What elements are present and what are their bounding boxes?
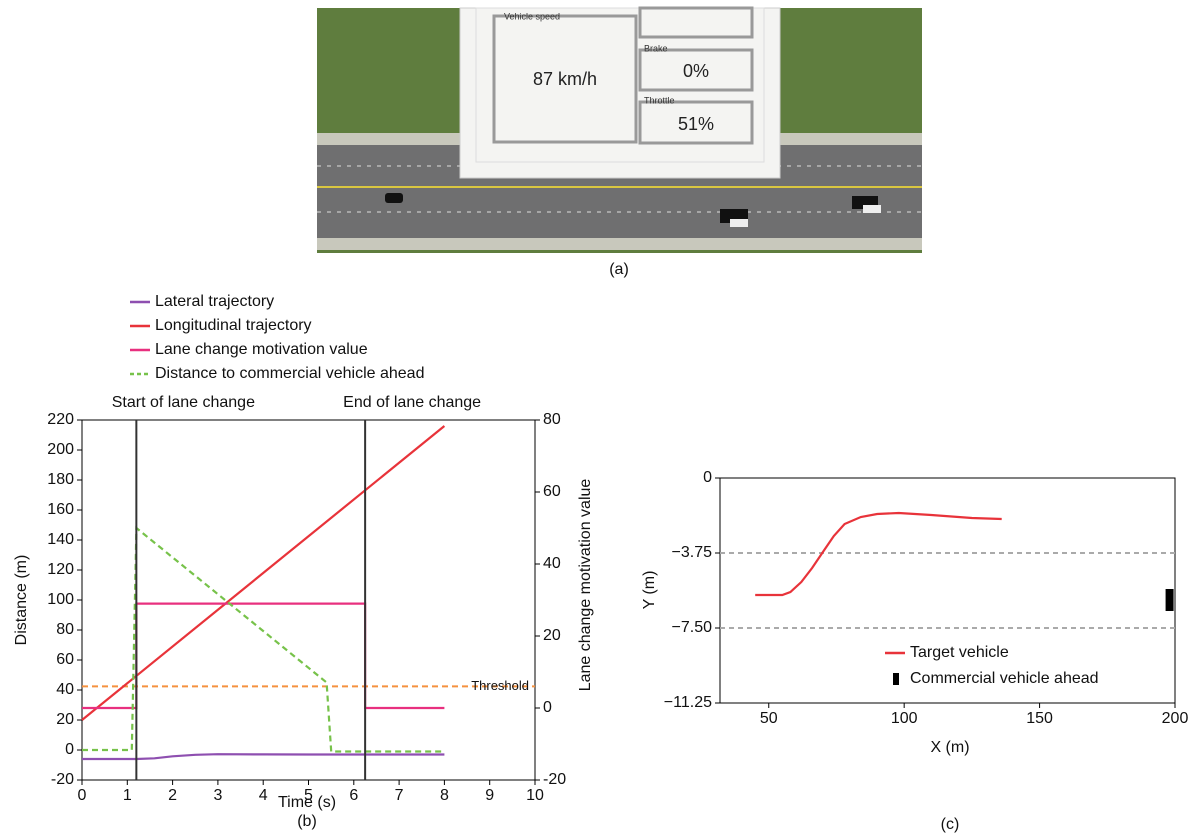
y-tick-label: −3.75: [672, 544, 713, 561]
throttle-label: Throttle: [644, 95, 675, 105]
y2-tick-label: 0: [543, 699, 552, 716]
brake-label: Brake: [644, 43, 668, 53]
y-axis-label: Y (m): [641, 571, 658, 610]
y-tick-label: 80: [56, 621, 74, 638]
x-axis-label: Time (s): [278, 794, 336, 811]
road-shoulder: [317, 238, 922, 250]
x-tick-label: 150: [1026, 710, 1053, 727]
speed-label: Vehicle speed: [504, 11, 560, 21]
threshold-label: Threshold: [471, 678, 529, 693]
x-tick-label: 10: [526, 787, 544, 804]
page: {"panel_a": {"label": "(a)", "vehicle_sp…: [0, 0, 1198, 836]
x-tick-label: 8: [440, 787, 449, 804]
event-label: End of lane change: [343, 394, 481, 411]
y-tick-label: −11.25: [664, 694, 712, 711]
x-tick-label: 1: [123, 787, 132, 804]
panel-label: (c): [941, 816, 960, 833]
panel-label: (b): [297, 813, 317, 830]
legend-label: Target vehicle: [910, 644, 1009, 661]
y2-tick-label: -20: [543, 771, 566, 788]
y-tick-label: 140: [47, 531, 74, 548]
x-tick-label: 6: [349, 787, 358, 804]
y2-tick-label: 40: [543, 555, 561, 572]
x-tick-label: 9: [485, 787, 494, 804]
y-tick-label: -20: [51, 771, 74, 788]
throttle-value: 51%: [678, 114, 714, 134]
plot-frame: [82, 420, 535, 780]
legend-label: Lateral trajectory: [155, 293, 274, 310]
x-tick-label: 100: [891, 710, 918, 727]
y-tick-label: 160: [47, 501, 74, 518]
y-tick-label: 100: [47, 591, 74, 608]
y-tick-label: 180: [47, 471, 74, 488]
y-tick-label: 0: [65, 741, 74, 758]
y2-tick-label: 80: [543, 411, 561, 428]
x-tick-label: 7: [395, 787, 404, 804]
x-axis-label: X (m): [930, 739, 969, 756]
legend-swatch: [893, 673, 899, 685]
x-tick-label: 0: [78, 787, 87, 804]
y2-axis-label: Lane change motivation value: [577, 479, 594, 692]
y-axis-label: Distance (m): [13, 555, 30, 646]
event-label: Start of lane change: [112, 394, 255, 411]
y-tick-label: −7.50: [672, 619, 713, 636]
truck-trailer: [730, 219, 748, 227]
truck-trailer: [863, 205, 881, 213]
x-tick-label: 3: [213, 787, 222, 804]
x-tick-label: 50: [760, 710, 778, 727]
vehicle-marker: [1166, 589, 1174, 611]
panel-label: (a): [609, 261, 629, 278]
car: [385, 193, 403, 203]
simulator-screenshot: Vehicle speed 87 km/h Brake 0% Throttle …: [317, 8, 922, 278]
y-tick-label: 200: [47, 441, 74, 458]
speed-value: 87 km/h: [533, 69, 597, 89]
y-tick-label: 40: [56, 681, 74, 698]
y2-tick-label: 60: [543, 483, 561, 500]
legend-label: Lane change motivation value: [155, 341, 368, 358]
y-tick-label: 220: [47, 411, 74, 428]
legend-label: Commercial vehicle ahead: [910, 670, 1099, 687]
y2-tick-label: 20: [543, 627, 561, 644]
brake-value: 0%: [683, 61, 709, 81]
y-tick-label: 60: [56, 651, 74, 668]
y-tick-label: 0: [703, 469, 712, 486]
x-tick-label: 200: [1162, 710, 1189, 727]
figure: Vehicle speed 87 km/h Brake 0% Throttle …: [0, 0, 1198, 836]
legend-label: Distance to commercial vehicle ahead: [155, 365, 424, 382]
legend-label: Longitudinal trajectory: [155, 317, 312, 334]
y-tick-label: 120: [47, 561, 74, 578]
x-tick-label: 2: [168, 787, 177, 804]
y-tick-label: 20: [56, 711, 74, 728]
x-tick-label: 4: [259, 787, 268, 804]
